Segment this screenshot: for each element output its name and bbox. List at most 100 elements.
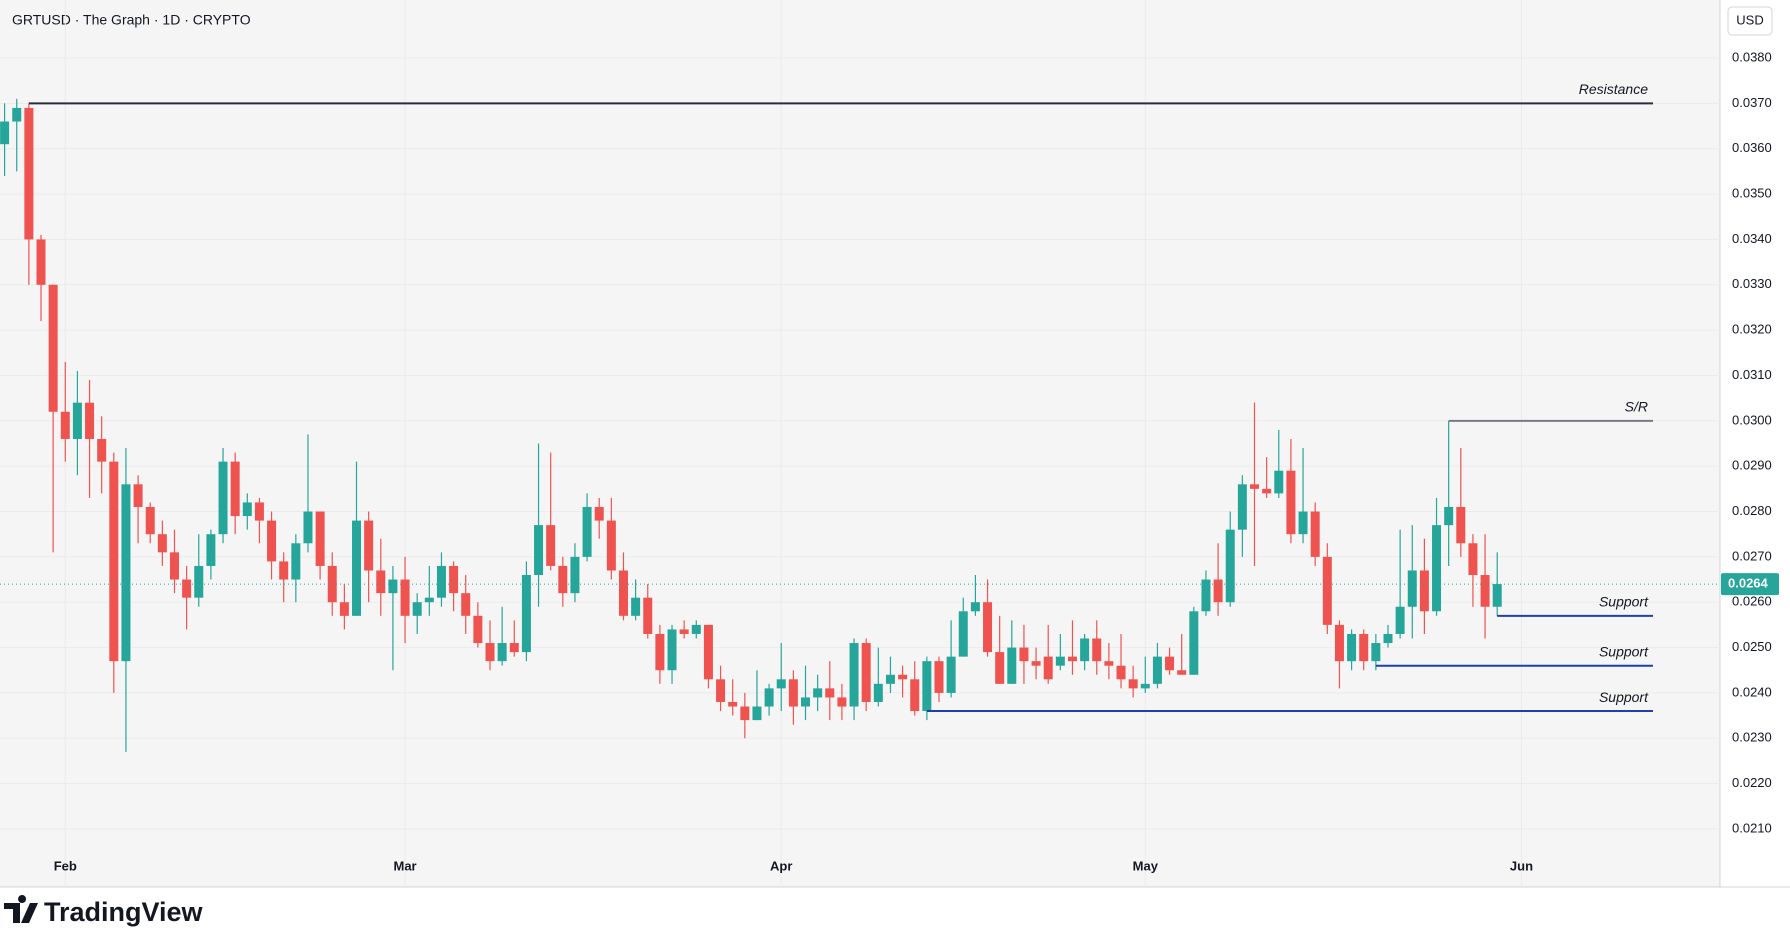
candle-body (764, 688, 774, 707)
candle-body (1262, 488, 1272, 494)
candle-body (1334, 624, 1344, 662)
candle-body (1286, 470, 1296, 535)
candle-body (1444, 506, 1454, 526)
candle-body (1177, 670, 1187, 675)
candle-body (194, 565, 204, 598)
candle-body (655, 633, 665, 671)
level-label: S/R (1625, 399, 1648, 415)
candle-body (218, 461, 228, 535)
candle-body (1310, 511, 1320, 557)
candle-body (825, 688, 835, 698)
candle-body (740, 706, 750, 721)
candle-body (1189, 611, 1199, 675)
candle-body (1371, 643, 1381, 662)
candle-body (1492, 584, 1502, 607)
candle-body (1298, 511, 1308, 535)
y-tick-label: 0.0310 (1732, 367, 1772, 382)
y-tick-label: 0.0350 (1732, 186, 1772, 201)
x-tick-label: Jun (1510, 858, 1533, 873)
candle-body (72, 402, 82, 439)
candle-body (230, 461, 240, 517)
candle-body (291, 543, 301, 580)
candle-body (1165, 656, 1175, 671)
candle-body (1432, 525, 1442, 612)
candle-body (1250, 484, 1260, 489)
level-label: Support (1599, 689, 1649, 705)
brand-logo (4, 895, 38, 923)
y-tick-label: 0.0230 (1732, 730, 1772, 745)
last-price-tag (1721, 573, 1779, 596)
candle-body (157, 534, 167, 553)
candle-body (1225, 529, 1235, 603)
candle-body (1383, 633, 1393, 644)
y-tick-label: 0.0270 (1732, 548, 1772, 563)
candle-body (85, 402, 95, 439)
candle-body (752, 706, 762, 721)
candle-body (837, 697, 847, 707)
candle-body (364, 520, 374, 571)
candle-body (303, 511, 313, 544)
candle-body (133, 484, 143, 507)
candle-body (813, 688, 823, 698)
y-tick-label: 0.0330 (1732, 276, 1772, 291)
candle-body (667, 629, 677, 671)
candle-body (1019, 647, 1029, 662)
candle-body (1480, 575, 1490, 607)
candle-body (1237, 484, 1247, 530)
candle-body (497, 643, 507, 662)
x-tick-label: Feb (54, 858, 77, 873)
candle-body (339, 602, 349, 616)
candle-body (97, 438, 107, 462)
y-tick-label: 0.0280 (1732, 503, 1772, 518)
candle-body (254, 502, 264, 521)
candle-body (388, 579, 398, 594)
y-tick-label: 0.0240 (1732, 684, 1772, 699)
candle-body (1419, 570, 1429, 612)
candle-body (643, 597, 653, 634)
candle-body (776, 679, 786, 689)
last-price-label: 0.0264 (1728, 576, 1769, 591)
candle-body (1468, 543, 1478, 576)
candle-body (631, 597, 641, 616)
currency-label[interactable]: USD (1736, 12, 1763, 27)
candle-body (521, 575, 531, 653)
candle-body (1395, 606, 1405, 634)
x-tick-label: Mar (393, 858, 416, 873)
level-label: Support (1599, 594, 1649, 610)
candle-body (509, 643, 519, 653)
candle-body (618, 570, 628, 616)
candle-body (169, 552, 179, 580)
candle-body (449, 565, 459, 594)
candle-body (788, 679, 798, 707)
candle-body (594, 506, 604, 521)
candle-body (1067, 656, 1077, 662)
candle-body (48, 284, 58, 412)
candle-body (558, 565, 568, 594)
candle-body (485, 643, 495, 662)
chart-title: GRTUSD · The Graph · 1D · CRYPTO (12, 12, 251, 28)
y-tick-label: 0.0360 (1732, 140, 1772, 155)
candle-body (691, 624, 701, 634)
candle-body (873, 683, 883, 702)
candle-body (546, 525, 556, 566)
candle-body (861, 643, 871, 702)
candle-body (1456, 506, 1466, 544)
x-tick-label: Apr (770, 858, 792, 873)
y-tick-label: 0.0260 (1732, 594, 1772, 609)
candle-body (315, 511, 325, 566)
candle-body (1274, 470, 1284, 494)
candle-body (424, 597, 434, 603)
candle-body (400, 579, 410, 616)
candle-body (412, 602, 422, 616)
currency-button[interactable] (1727, 6, 1773, 36)
candle-body (24, 107, 34, 240)
candle-body (1201, 579, 1211, 612)
candle-body (958, 611, 968, 657)
y-tick-label: 0.0220 (1732, 775, 1772, 790)
candle-body (922, 661, 932, 712)
candle-body (1007, 647, 1017, 684)
candle-body (36, 239, 46, 285)
candle-body (679, 629, 689, 634)
